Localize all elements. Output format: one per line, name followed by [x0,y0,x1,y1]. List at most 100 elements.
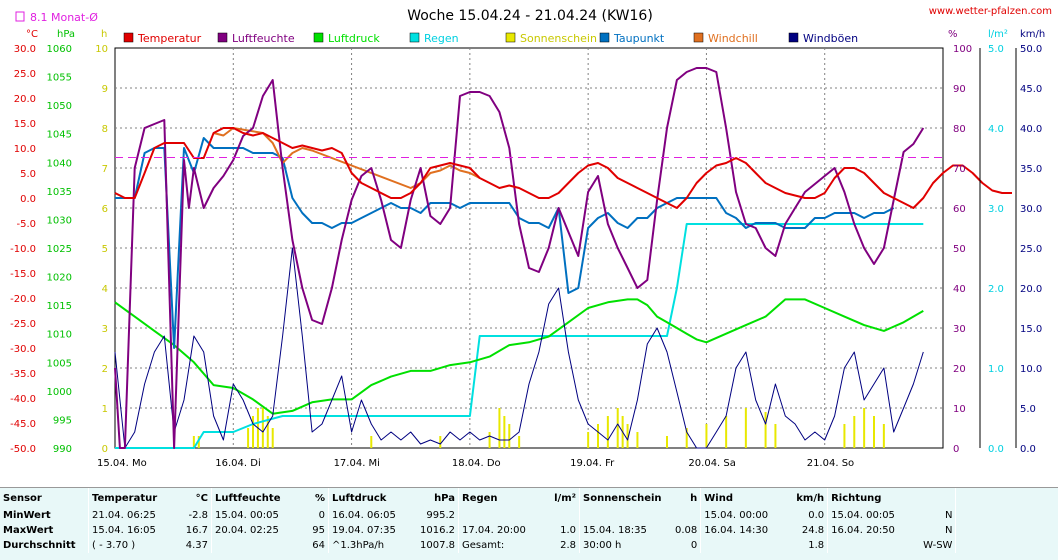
rain-value: 2.8 [560,540,576,551]
site-link[interactable]: www.wetter-pfalzen.com [929,6,1052,17]
x-tick-label: 15.04. Mo [97,458,147,469]
sun-value [672,508,701,523]
temp-tick-label: -15.0 [10,269,36,280]
chart-title: Woche 15.04.24 - 21.04.24 (KW16) [407,8,653,24]
hpa-tick-label: 990 [53,444,72,455]
hum-value: 64 [312,540,325,551]
plot-frame [114,47,944,449]
temp-time: 15.04. 16:05 [88,523,181,538]
dir-value: W-SW [923,540,953,551]
month-average-marker [15,11,25,22]
sun-tick-label: 9 [102,84,108,95]
press-time: ^1.3hPa/h [328,538,417,553]
rain-tick-label: 3.0 [988,204,1004,215]
hpa-tick-label: 1045 [47,130,72,141]
press-time: 16.04. 06:05 [328,508,417,523]
temp-tick-label: -30.0 [10,344,36,355]
sun-bar [597,424,599,448]
series-line-taupunkt [115,137,895,349]
sun-bar [685,428,688,448]
hum-tick-label: 50 [953,244,966,255]
legend-label: Temperatur [137,32,202,45]
month-average-label: 8.1 Monat-Ø [30,11,98,24]
legend-label: Luftfeuchte [232,32,295,45]
stats-row-min: MinWert 21.04. 06:25 -2.8 15.04. 00:05 0… [0,508,1058,523]
legend-label: Regen [424,32,459,45]
wind-time [700,538,794,553]
dir-value: N [944,525,953,536]
legend-label: Luftdruck [328,32,380,45]
row-label: MinWert [3,510,51,521]
x-tick-label: 19.04. Fr [570,458,615,469]
sun-tick-label: 2 [102,364,108,375]
legend-swatch [217,32,228,43]
temp-tick-label: 30.0 [14,44,36,55]
stats-header-row: Sensor Temperatur °C Luftfeuchte % Luftd… [0,488,1058,508]
hpa-tick-label: 1055 [47,73,72,84]
sun-time: 15.04. 18:35 [579,523,672,538]
legend-label: Sonnenschein [520,32,597,45]
sun-bar [488,432,491,448]
header-sun: Sonnenschein [579,488,672,508]
x-tick-label: 18.04. Do [452,458,501,469]
dir-time [827,538,921,553]
stats-row-max: MaxWert 15.04. 16:05 16.7 20.04. 02:25 9… [0,523,1058,538]
legend-swatch [599,32,610,43]
header-wind-unit: km/h [796,492,825,504]
unit-hpa: hPa [57,29,75,40]
sun-tick-label: 4 [102,284,108,295]
sun-bar [439,436,442,448]
dir-value: N [944,510,953,521]
hum-value: 0 [318,510,325,521]
series-line-temperatur [114,127,1012,209]
hum-tick-label: 100 [953,44,972,55]
hpa-tick-label: 1000 [47,387,72,398]
header-rain: Regen [458,488,549,508]
sun-bar [764,412,767,448]
hum-tick-label: 60 [953,204,966,215]
sun-bar [873,416,875,448]
header-wind: Wind [700,488,794,508]
temp-tick-label: -20.0 [10,294,36,305]
press-value: 1007.8 [420,540,455,551]
weather-chart: 30.025.020.015.010.05.00.0-5.0-10.0-15.0… [10,6,1052,469]
sun-bar [587,432,590,448]
sun-bar [843,424,846,448]
legend-label: Taupunkt [613,32,665,45]
wind-value: 24.8 [801,525,825,536]
rain-tick-label: 1.0 [988,364,1004,375]
sun-bar [370,436,373,448]
temp-tick-label: -25.0 [10,319,36,330]
temp-tick-label: -35.0 [10,369,36,380]
hpa-tick-label: 1040 [47,158,72,169]
chart-legend: Temperatur Luftfeuchte Luftdruck Regen Sonne… [123,32,858,45]
wind-tick-label: 50.0 [1020,44,1042,55]
temp-value: 4.37 [185,540,208,551]
header-dir: Richtung [827,488,921,508]
row-label: Durchschnitt [3,540,76,551]
rain-time: Gesamt: [458,538,549,553]
temp-value: -2.8 [188,510,208,521]
series-line-windböen [114,247,924,449]
hpa-tick-label: 1035 [47,187,72,198]
hpa-tick-label: 1050 [47,101,72,112]
temp-tick-label: 20.0 [14,94,36,105]
sun-bar [863,408,866,448]
wind-tick-label: 0.0 [1020,444,1036,455]
x-tick-label: 21.04. So [807,458,854,469]
sun-tick-label: 3 [102,324,108,335]
hpa-tick-label: 1015 [47,301,72,312]
series-line-regen [115,223,924,449]
header-sun-unit: h [690,492,698,504]
hum-time: 20.04. 02:25 [211,523,308,538]
sun-bar [271,428,274,448]
hum-value: 95 [312,525,325,536]
series-line-luftdruck [114,298,924,415]
hum-tick-label: 20 [953,364,966,375]
sun-bar [197,436,200,448]
temp-tick-label: 10.0 [14,144,36,155]
sun-bar [261,408,264,448]
rain-value [549,508,580,523]
sun-bar [774,424,777,448]
temp-tick-label: -40.0 [10,394,36,405]
